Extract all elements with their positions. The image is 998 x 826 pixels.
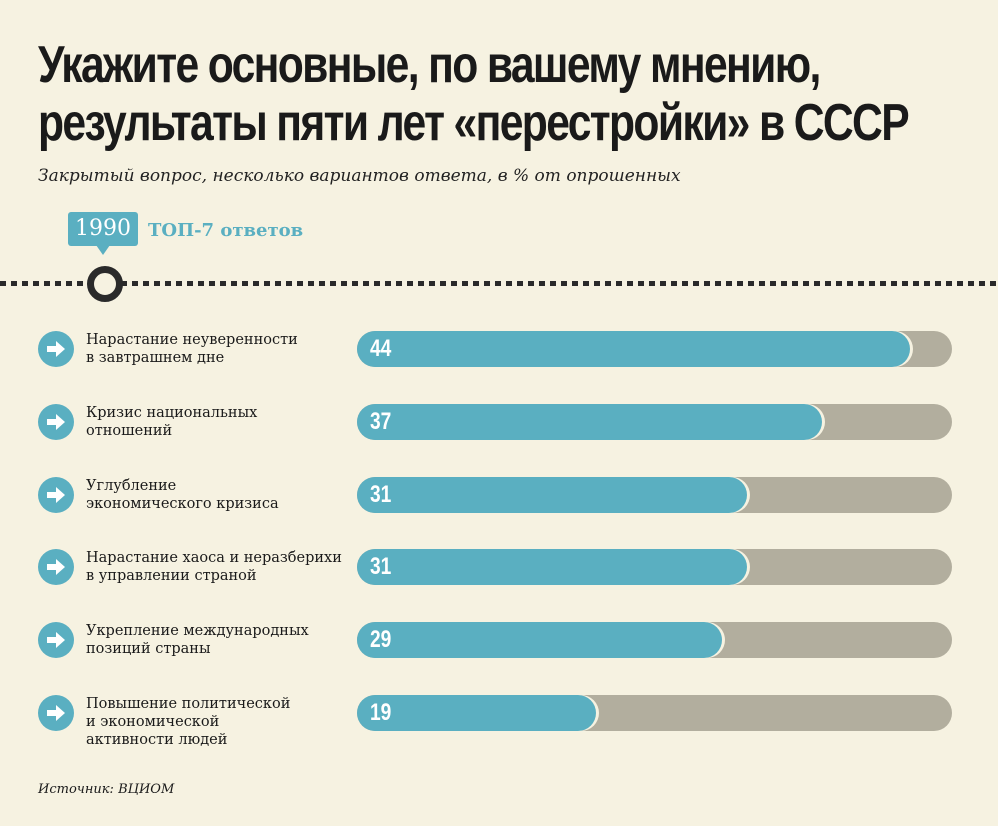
- bar-track: 44: [357, 331, 952, 367]
- bar-row: Нарастание хаоса и неразберихи в управлен…: [0, 548, 998, 608]
- title-line-2: результаты пяти лет «перестройки» в СССР: [38, 94, 910, 152]
- category-label-line: Нарастание неуверенности: [86, 332, 298, 348]
- source-note: Источник: ВЦИОМ: [38, 782, 175, 797]
- arrow-right-icon: [38, 549, 74, 585]
- category-label-line: и экономической: [86, 714, 220, 730]
- bar-fill: [357, 695, 596, 731]
- category-label: Углубление экономического кризиса: [86, 477, 279, 513]
- category-label: Нарастание хаоса и неразберихи в управлен…: [86, 549, 342, 585]
- bar-value-label: 19: [370, 699, 392, 726]
- bar-fill: [357, 622, 722, 658]
- bar-track: 31: [357, 477, 952, 513]
- bar-fill: [357, 477, 747, 513]
- category-label: Повышение политической и экономической акт…: [86, 695, 290, 749]
- bar-fill: [357, 549, 747, 585]
- category-label-line: позиций страны: [86, 641, 211, 657]
- arrow-right-icon: [38, 331, 74, 367]
- bar-track: 19: [357, 695, 952, 731]
- category-label-line: Повышение политической: [86, 696, 291, 712]
- arrow-right-icon: [38, 695, 74, 731]
- title-line-1: Укажите основные, по вашему мнению,: [38, 36, 821, 94]
- category-label: Кризис национальных отношений: [86, 404, 257, 440]
- category-label-line: Углубление: [86, 478, 177, 494]
- category-label-line: в управлении страной: [86, 568, 257, 584]
- bar-fill: [357, 331, 910, 367]
- timeline-marker: [87, 266, 123, 302]
- category-label-line: в завтрашнем дне: [86, 350, 225, 366]
- bar-row: Кризис национальных отношений 37: [0, 403, 998, 463]
- arrow-right-icon: [38, 622, 74, 658]
- bar-track: 37: [357, 404, 952, 440]
- category-label-line: Нарастание хаоса и неразберихи: [86, 550, 342, 566]
- category-label: Нарастание неуверенности в завтрашнем дне: [86, 331, 298, 367]
- arrow-right-icon: [38, 477, 74, 513]
- category-label-line: Кризис национальных: [86, 405, 258, 421]
- bar-value-label: 44: [370, 335, 392, 362]
- category-label-line: экономического кризиса: [86, 496, 279, 512]
- bar-track: 31: [357, 549, 952, 585]
- timeline-dotted-line: [0, 281, 998, 286]
- bar-value-label: 31: [370, 481, 392, 508]
- category-label-line: активности людей: [86, 732, 228, 748]
- arrow-right-icon: [38, 404, 74, 440]
- bar-fill: [357, 404, 822, 440]
- chart-subtitle: Закрытый вопрос, несколько вариантов отв…: [38, 166, 681, 186]
- bar-row: Углубление экономического кризиса 31: [0, 476, 998, 536]
- top-answers-label: ТОП-7 ответов: [148, 220, 304, 241]
- bar-row: Нарастание неуверенности в завтрашнем дне…: [0, 330, 998, 390]
- year-badge: 1990: [68, 212, 138, 255]
- bar-row: Повышение политической и экономической акт…: [0, 694, 998, 754]
- bar-track: 29: [357, 622, 952, 658]
- bar-value-label: 29: [370, 626, 392, 653]
- bar-value-label: 37: [370, 408, 392, 435]
- bar-value-label: 31: [370, 553, 392, 580]
- category-label-line: отношений: [86, 423, 173, 439]
- chart-title: Укажите основные, по вашему мнению, резу…: [38, 36, 910, 152]
- category-label: Укрепление международных позиций страны: [86, 622, 309, 658]
- category-label-line: Укрепление международных: [86, 623, 309, 639]
- bar-row: Укрепление международных позиций страны 29: [0, 621, 998, 681]
